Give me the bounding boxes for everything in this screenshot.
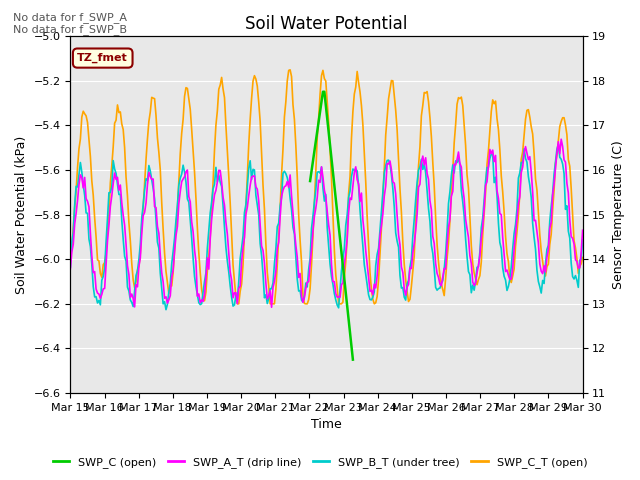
Y-axis label: Sensor Temperature (C): Sensor Temperature (C)	[612, 140, 625, 289]
Text: No data for f_SWP_A: No data for f_SWP_A	[13, 12, 127, 23]
X-axis label: Time: Time	[311, 419, 342, 432]
Text: TZ_fmet: TZ_fmet	[77, 53, 128, 63]
Title: Soil Water Potential: Soil Water Potential	[245, 15, 408, 33]
Text: No data for f_SWP_B: No data for f_SWP_B	[13, 24, 127, 35]
Legend: SWP_C (open), SWP_A_T (drip line), SWP_B_T (under tree), SWP_C_T (open): SWP_C (open), SWP_A_T (drip line), SWP_B…	[49, 452, 591, 472]
Y-axis label: Soil Water Potential (kPa): Soil Water Potential (kPa)	[15, 135, 28, 294]
